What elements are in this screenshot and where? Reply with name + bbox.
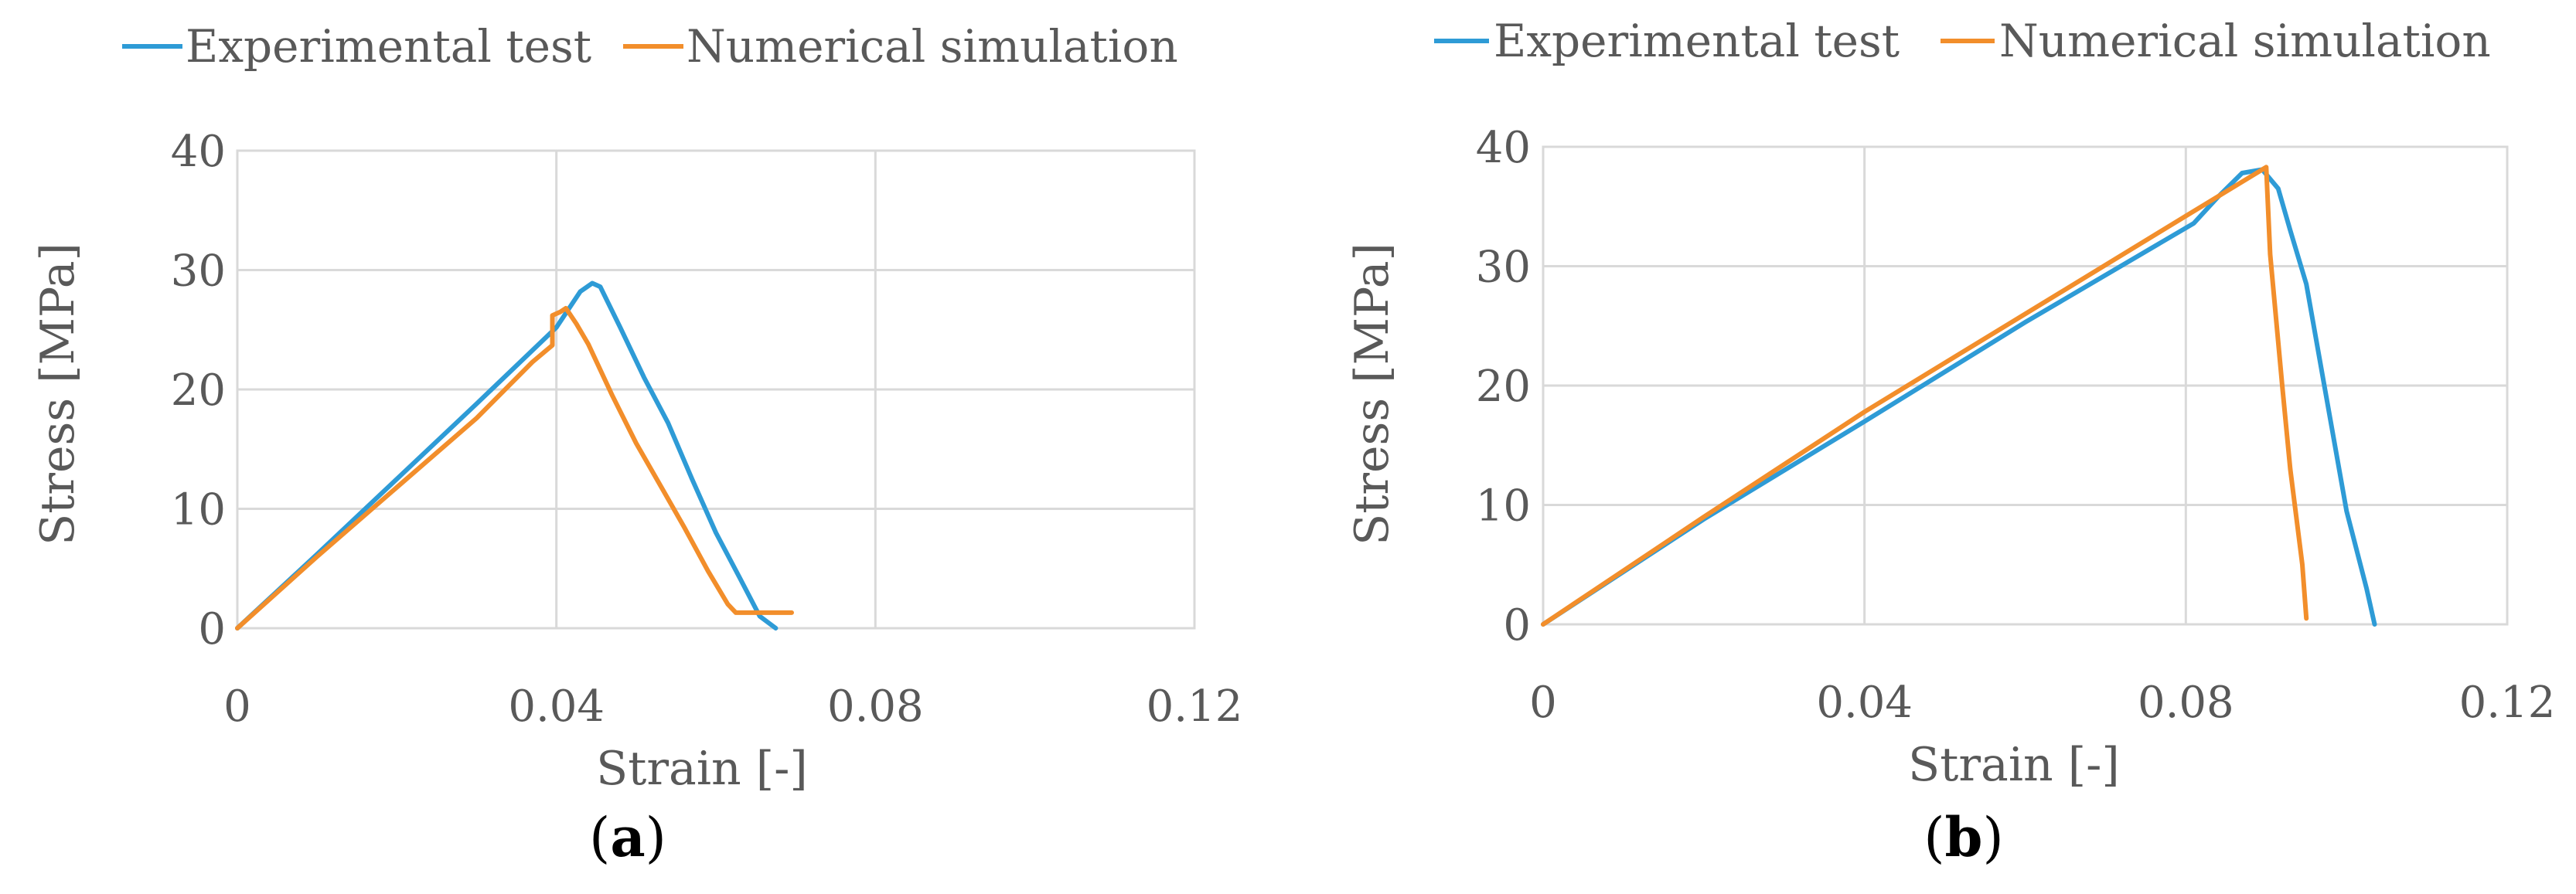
y-tick-label: 30 [171,246,226,297]
x-tick-label: 0.12 [2459,678,2556,728]
plot-area [236,149,1196,630]
legend-label-numerical: Numerical simulation [687,20,1178,73]
x-axis-title: Strain [-] [1908,738,2120,792]
x-tick-label: 0.08 [827,682,924,732]
series-lines [1541,165,2377,627]
y-tick-label: 10 [1476,481,1531,532]
x-axis-ticks: 0 0.04 0.08 0.12 [223,682,1242,732]
legend-label-experimental: Experimental test [1494,15,1900,67]
legend-label-experimental: Experimental test [186,20,591,73]
plot-area [1542,145,2509,626]
series-line-experimental [1541,167,2377,627]
x-tick-label: 0 [223,682,251,732]
x-tick-label: 0.04 [508,682,605,732]
series-line-numerical [1541,165,2309,627]
x-tick-label: 0.08 [2138,678,2234,728]
y-tick-label: 30 [1476,243,1531,293]
y-axis-title: Stress [MPa] [31,243,85,546]
series-line-numerical [235,305,794,631]
chart-panel-a: Experimental test Numerical simulation 0… [31,20,1242,869]
y-tick-label: 10 [171,485,226,535]
legend: Experimental test Numerical simulation [122,20,1178,73]
x-tick-label: 0.12 [1147,682,1243,732]
y-tick-label: 20 [1476,362,1531,412]
x-tick-label: 0 [1529,678,1557,728]
panel-caption-b: (b) [1923,805,2004,869]
chart-panel-b: Experimental test Numerical simulation 0… [1345,15,2555,869]
y-tick-label: 40 [171,127,226,177]
x-axis-title: Strain [-] [596,742,808,796]
legend: Experimental test Numerical simulation [1434,15,2491,67]
y-tick-label: 20 [171,365,226,416]
legend-label-numerical: Numerical simulation [1999,15,2491,67]
series-line-experimental [235,280,779,631]
y-axis-title: Stress [MPa] [1345,243,1399,546]
y-tick-label: 40 [1476,123,1531,173]
y-tick-label: 0 [198,604,226,654]
x-axis-ticks: 0 0.04 0.08 0.12 [1529,678,2555,728]
y-tick-label: 0 [1503,600,1531,651]
series-lines [235,280,794,631]
x-tick-label: 0.04 [1816,678,1913,728]
y-axis-ticks: 0 10 20 30 40 [1476,123,1531,651]
y-axis-ticks: 0 10 20 30 40 [171,127,226,654]
panel-caption-a: (a) [589,805,666,869]
